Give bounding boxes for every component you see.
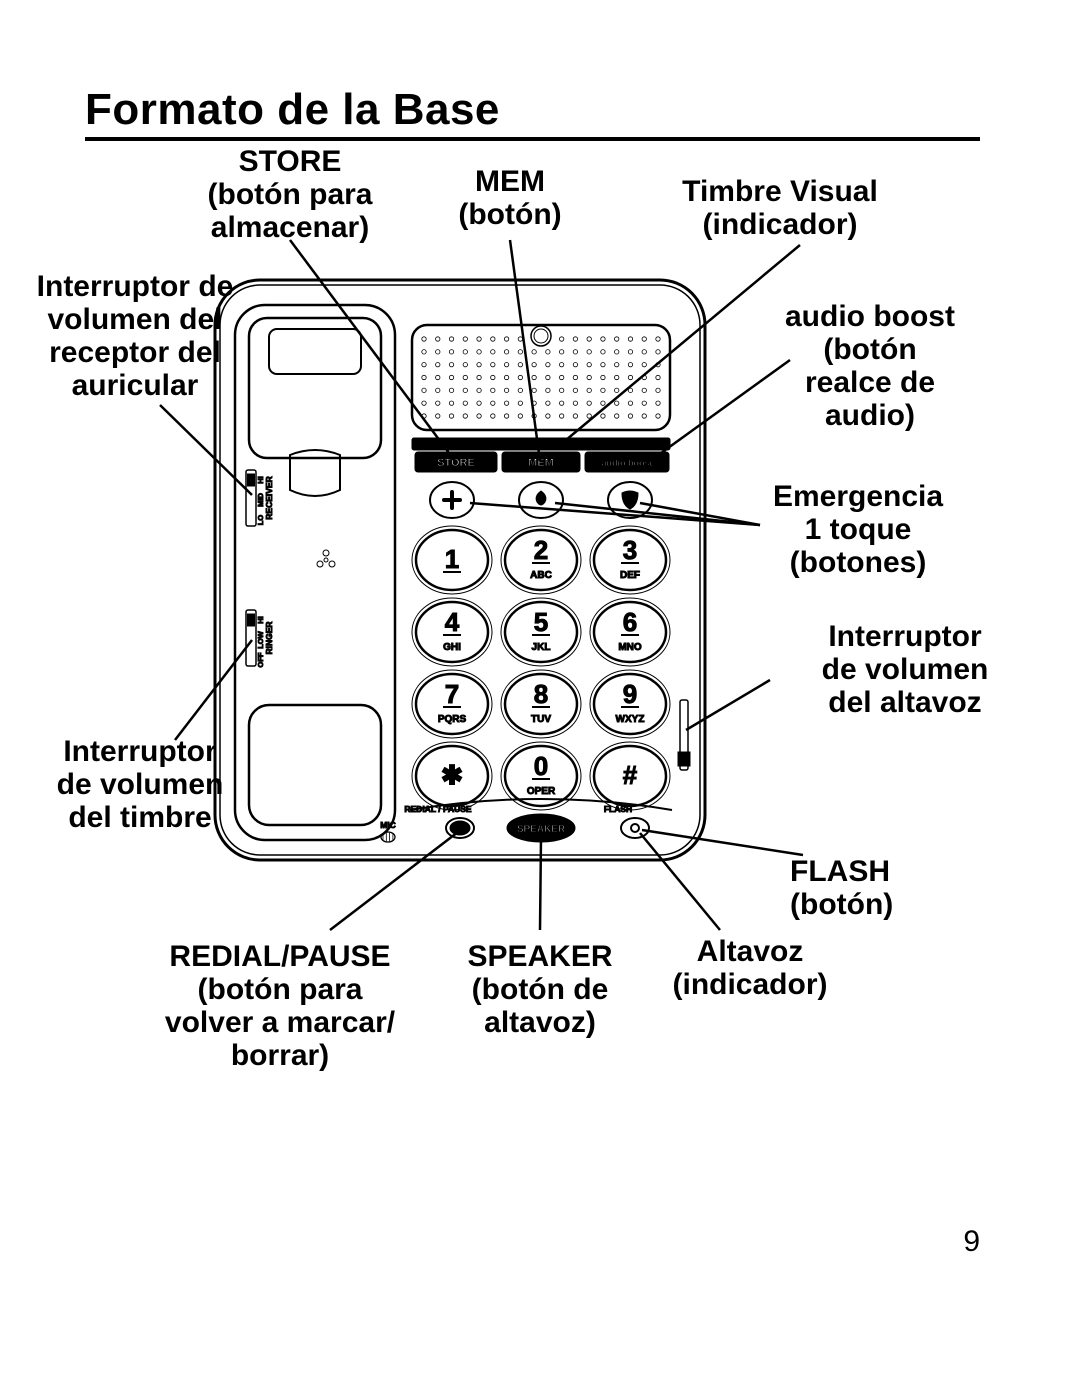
label-store: STORE (botón para almacenar) (150, 145, 430, 244)
svg-text:6: 6 (623, 607, 637, 637)
svg-text:MIC: MIC (380, 820, 396, 830)
svg-text:GHI: GHI (443, 642, 461, 653)
svg-text:✱: ✱ (441, 760, 463, 790)
label-audio-boost: audio boost (botón realce de audio) (745, 300, 995, 432)
label-altavoz-indicator: Altavoz (indicador) (640, 935, 860, 1001)
svg-text:7: 7 (445, 679, 459, 709)
label-mem: MEM (botón) (420, 165, 600, 231)
label-ringer-volume: Interruptor de volumen del timbre (30, 735, 250, 834)
svg-text:JKL: JKL (532, 642, 551, 653)
svg-text:MID: MID (256, 493, 265, 507)
svg-text:3: 3 (623, 535, 637, 565)
svg-text:RINGER: RINGER (264, 621, 274, 654)
svg-text:STORE: STORE (437, 457, 475, 469)
svg-text:FLASH: FLASH (604, 804, 632, 814)
label-speaker-volume: Interruptor de volumen del altavoz (775, 620, 1035, 719)
phone-device: STORE MEM audio boost 1 2 ABC 3 DEF 4 GHI 5 JKL 6 MNO… (215, 280, 705, 860)
svg-text:#: # (623, 760, 638, 790)
svg-text:0: 0 (534, 751, 548, 781)
svg-text:LO: LO (256, 515, 265, 526)
svg-text:ABC: ABC (530, 570, 552, 581)
svg-text:WXYZ: WXYZ (616, 714, 645, 725)
svg-text:SPEAKER: SPEAKER (517, 824, 566, 835)
page-number: 9 (963, 1225, 980, 1259)
manual-page: Formato de la Base STORE (botón para alm… (0, 0, 1080, 1374)
label-timbre-visual: Timbre Visual (indicador) (640, 175, 920, 241)
leader-lines (160, 240, 803, 930)
svg-text:5: 5 (534, 607, 548, 637)
svg-text:PQRS: PQRS (438, 714, 467, 725)
svg-text:HI: HI (256, 476, 265, 484)
svg-text:8: 8 (534, 679, 548, 709)
svg-text:RECEIVER: RECEIVER (264, 476, 274, 519)
page-title-block: Formato de la Base (85, 85, 980, 141)
svg-text:MEM: MEM (528, 457, 554, 469)
svg-text:audio boost: audio boost (602, 458, 653, 468)
label-redial-pause: REDIAL/PAUSE (botón para volver a marcar… (130, 940, 430, 1072)
svg-text:LOW: LOW (256, 630, 265, 648)
svg-text:DEF: DEF (620, 570, 640, 581)
svg-text:1: 1 (445, 544, 459, 574)
svg-text:OFF: OFF (256, 652, 265, 667)
label-emergency: Emergencia 1 toque (botones) (733, 480, 983, 579)
svg-text:REDIAL / PAUSE: REDIAL / PAUSE (404, 804, 472, 814)
svg-text:MNO: MNO (618, 642, 642, 653)
svg-text:HI: HI (256, 616, 265, 624)
label-speaker: SPEAKER (botón de altavoz) (440, 940, 640, 1039)
svg-text:TUV: TUV (531, 714, 551, 725)
svg-text:2: 2 (534, 535, 548, 565)
label-receiver-volume: Interruptor de volumen del receptor del … (25, 270, 245, 402)
label-flash: FLASH (botón) (790, 855, 990, 921)
page-title: Formato de la Base (85, 85, 980, 135)
title-rule (85, 137, 980, 141)
svg-text:OPER: OPER (527, 786, 556, 797)
svg-text:4: 4 (445, 607, 460, 637)
svg-text:9: 9 (623, 679, 637, 709)
